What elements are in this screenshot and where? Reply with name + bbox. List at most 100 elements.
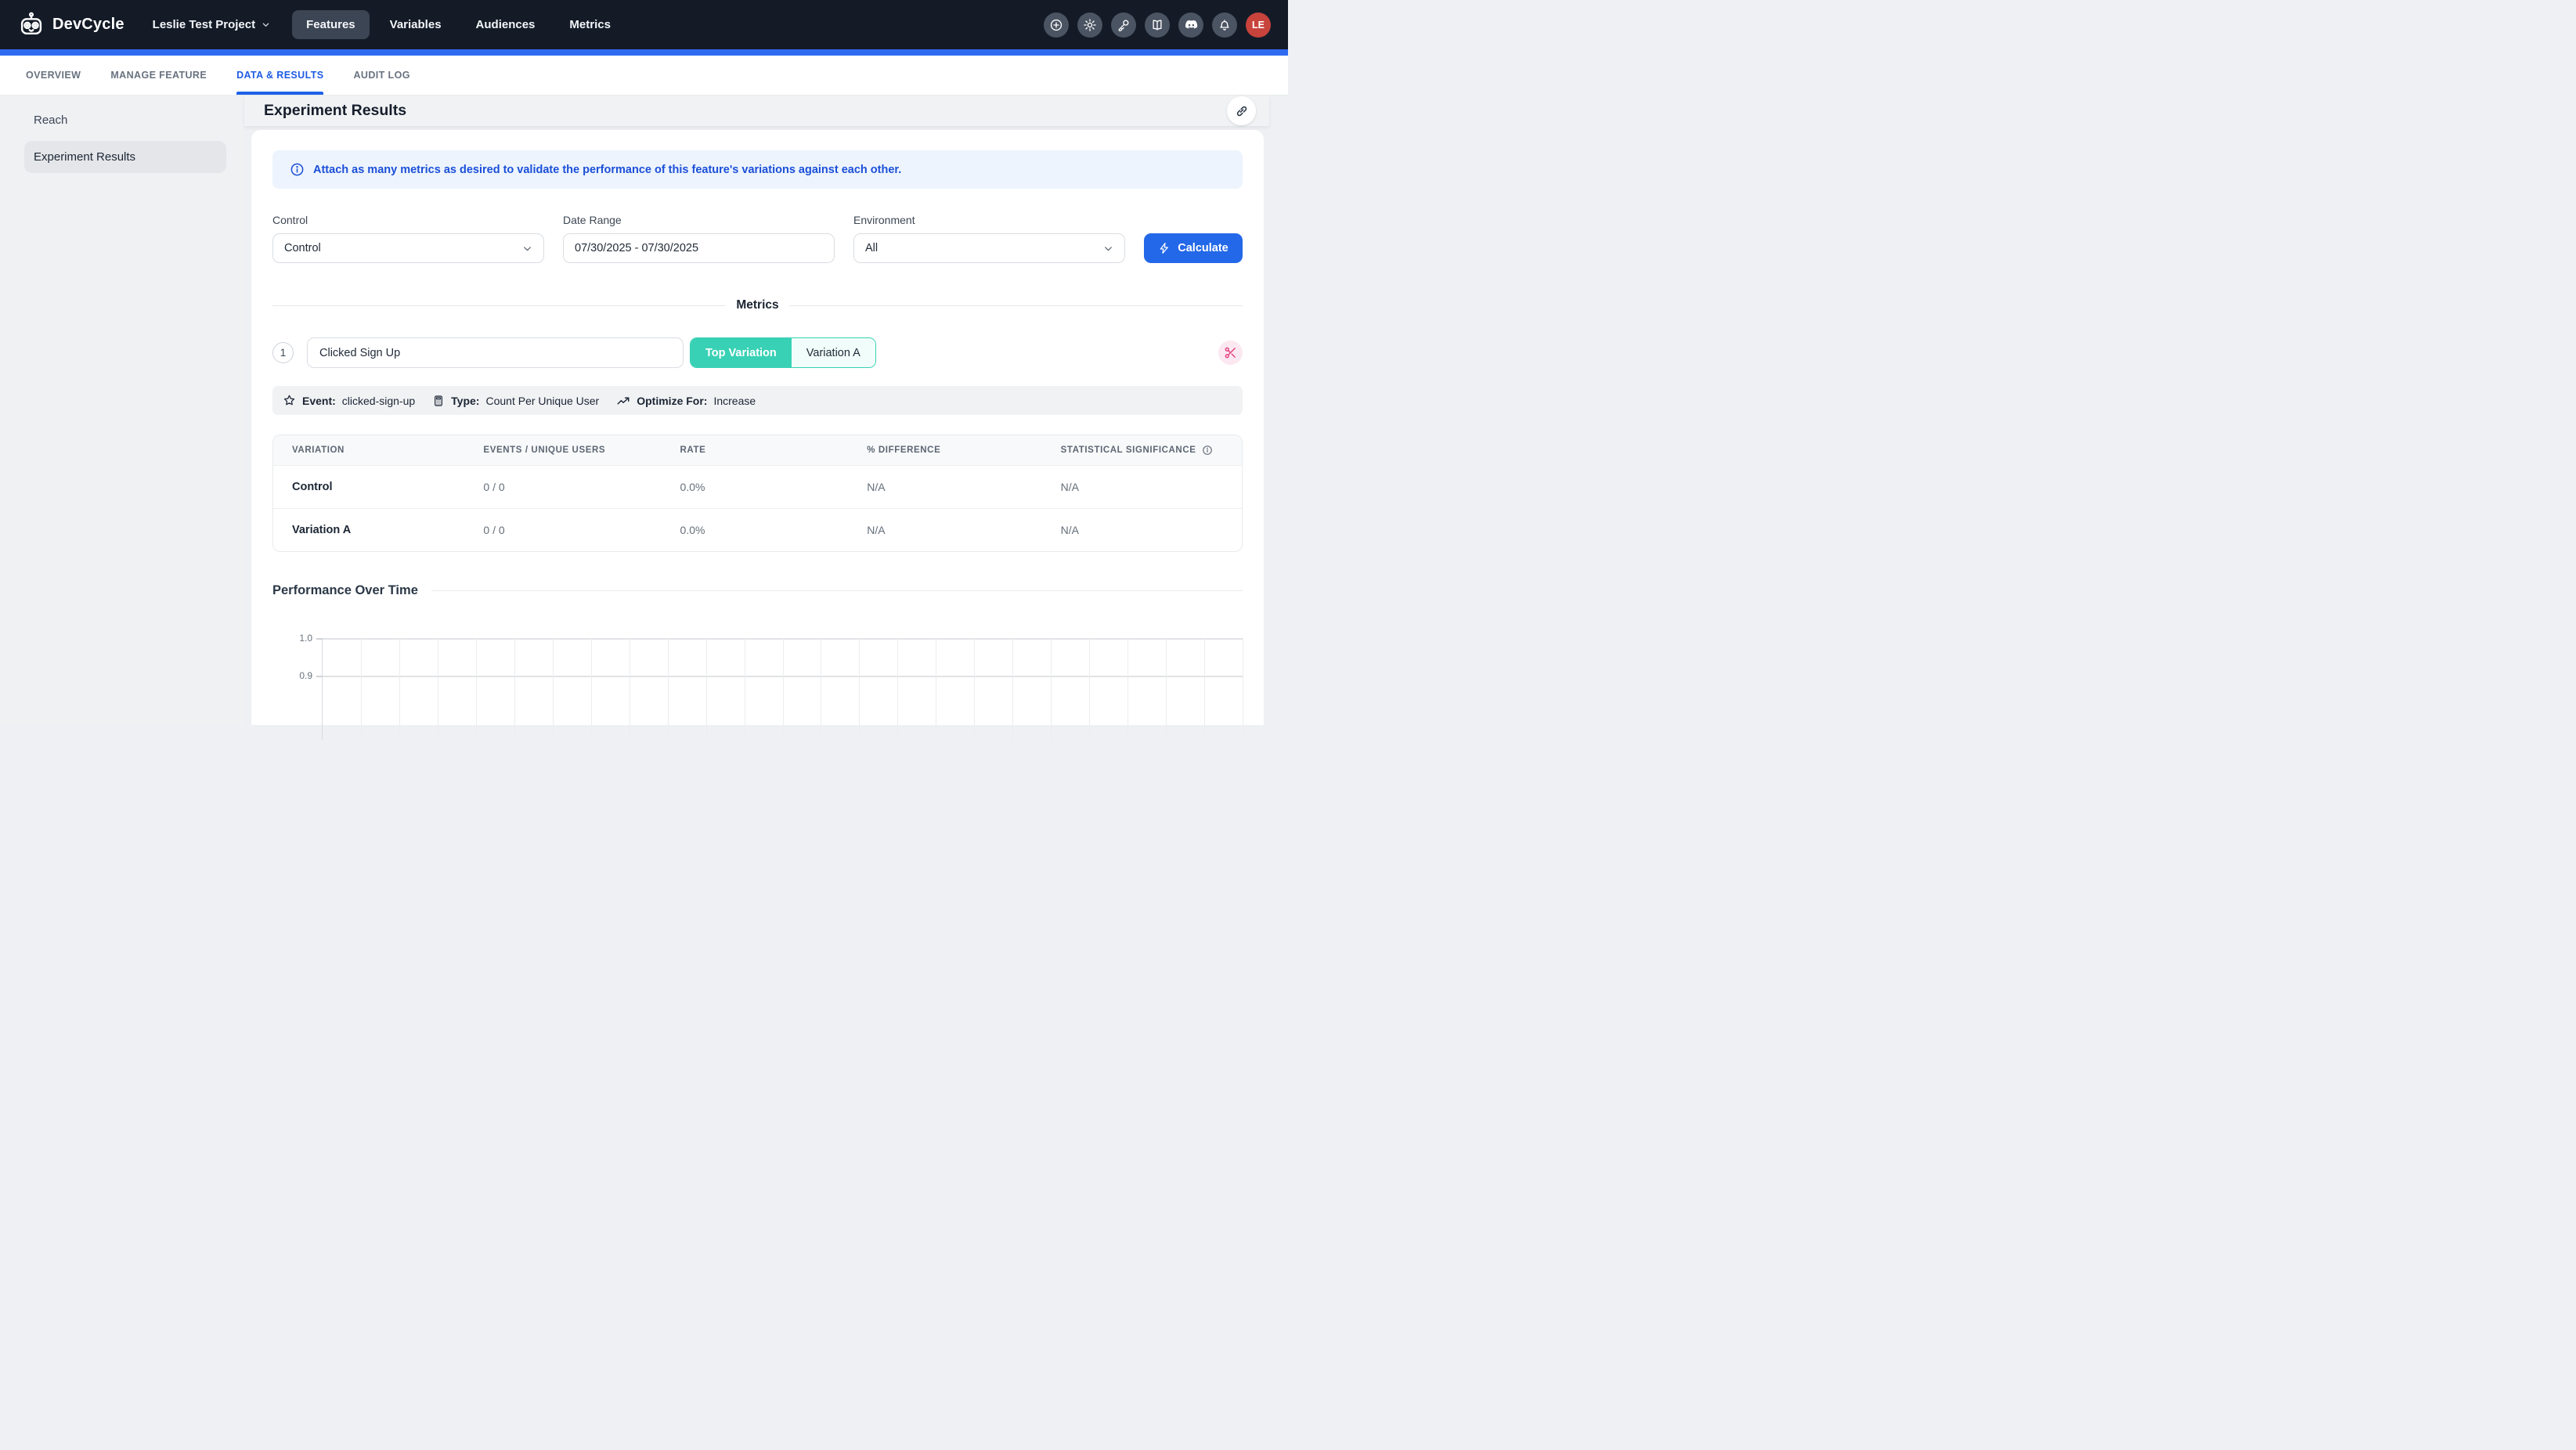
gridline-vertical [590, 638, 592, 740]
results-card: Attach as many metrics as desired to val… [251, 130, 1264, 740]
sidebar-item-experiment-results[interactable]: Experiment Results [24, 141, 226, 173]
control-select-value: Control [284, 242, 321, 254]
copy-link-button[interactable] [1227, 96, 1256, 125]
results-table: VARIATION EVENTS / UNIQUE USERS RATE % DIFF… [272, 435, 1243, 552]
control-select[interactable]: Control [272, 233, 544, 263]
gridline-vertical [514, 638, 515, 740]
date-range-input[interactable]: 07/30/2025 - 07/30/2025 [563, 233, 835, 263]
key-button[interactable] [1111, 12, 1136, 38]
link-icon [1235, 104, 1249, 118]
feature-tabbar: OVERVIEW MANAGE FEATURE DATA & RESULTS AUDI… [0, 56, 1288, 96]
key-icon [1117, 18, 1131, 32]
star-icon [283, 394, 296, 407]
control-label: Control [272, 214, 308, 226]
notifications-icon [1218, 18, 1232, 32]
section-divider-line [431, 590, 1243, 592]
docs-button[interactable] [1145, 12, 1170, 38]
sidebar-item-reach[interactable]: Reach [34, 113, 68, 127]
column-header: EVENTS / UNIQUE USERS [483, 445, 606, 455]
page-title: Experiment Results [264, 102, 407, 119]
gridline-vertical [360, 638, 362, 740]
value-cell: N/A [1060, 481, 1079, 493]
settings-icon [1083, 18, 1097, 32]
chart-plot-area [316, 638, 1243, 740]
navbar-actions: LE [1044, 12, 1271, 38]
remove-metric-button[interactable] [1218, 341, 1243, 365]
variation-cell: Control [292, 481, 333, 493]
y-tick-mark [316, 676, 323, 677]
nav-item-metrics[interactable]: Metrics [569, 18, 611, 31]
tab-manage-feature[interactable]: MANAGE FEATURE [110, 70, 207, 81]
performance-section-header: Performance Over Time [272, 583, 1243, 598]
gridline-vertical [1127, 638, 1129, 740]
y-tick-mark [316, 638, 323, 640]
table-row: Variation A 0 / 0 0.0% N/A N/A [273, 508, 1242, 551]
event-value: clicked-sign-up [341, 394, 416, 407]
filters-row: Control Control Date Range 07/30/2025 - … [272, 214, 1243, 263]
project-name: Leslie Test Project [152, 18, 256, 31]
chart-y-axis-labels: 1.0 0.9 [272, 633, 322, 740]
variation-cell: Variation A [292, 524, 352, 536]
gridline-vertical [859, 638, 860, 740]
toggle-top-variation[interactable]: Top Variation [691, 338, 792, 367]
notifications-button[interactable] [1212, 12, 1237, 38]
nav-item-features[interactable]: Features [292, 10, 370, 39]
gridline-vertical [705, 638, 707, 740]
date-range-label: Date Range [563, 214, 622, 226]
toggle-variation-a[interactable]: Variation A [791, 338, 875, 367]
add-button[interactable] [1044, 12, 1069, 38]
gridline-vertical [667, 638, 669, 740]
gridline-vertical [475, 638, 477, 740]
value-cell: 0.0% [680, 481, 705, 493]
environment-label: Environment [853, 214, 915, 226]
add-icon [1049, 18, 1063, 32]
gridline-vertical [1166, 638, 1167, 740]
banner-text: Attach as many metrics as desired to val… [313, 163, 902, 176]
environment-select[interactable]: All [853, 233, 1125, 263]
devcycle-logo[interactable]: DevCycle [17, 12, 124, 38]
column-header: RATE [680, 445, 706, 455]
accent-bar [0, 49, 1288, 56]
gridline-vertical [1089, 638, 1091, 740]
metrics-divider: Metrics [272, 298, 1243, 312]
info-icon [290, 162, 305, 177]
date-range-value: 07/30/2025 - 07/30/2025 [575, 242, 699, 254]
user-avatar[interactable]: LE [1246, 12, 1271, 38]
calculator-icon [432, 395, 445, 407]
calculate-button[interactable]: Calculate [1144, 233, 1243, 263]
discord-icon [1184, 17, 1199, 32]
column-header: % DIFFERENCE [867, 445, 941, 455]
page-header: Experiment Results [244, 96, 1269, 126]
event-label: Event: [302, 394, 336, 407]
info-icon[interactable] [1202, 445, 1213, 456]
performance-chart: 1.0 0.9 [272, 633, 1243, 740]
discord-button[interactable] [1178, 12, 1203, 38]
nav-item-audiences[interactable]: Audiences [475, 18, 536, 31]
trending-up-icon [616, 394, 630, 408]
metric-name-input[interactable] [307, 337, 684, 368]
optimize-label: Optimize For: [637, 394, 708, 407]
type-label: Type: [451, 394, 480, 407]
gridline-vertical [1012, 638, 1014, 740]
nav-item-variables[interactable]: Variables [389, 18, 442, 31]
gridline-vertical [1051, 638, 1052, 740]
chevron-down-icon [262, 20, 270, 29]
metric-summary-bar: Event: clicked-sign-up [272, 386, 1243, 415]
gridline-vertical [552, 638, 554, 740]
environment-select-value: All [865, 242, 879, 254]
metrics-divider-label: Metrics [736, 298, 779, 312]
project-selector[interactable]: Leslie Test Project [153, 18, 270, 31]
brand-name: DevCycle [52, 16, 124, 33]
column-header: STATISTICAL SIGNIFICANCE [1061, 445, 1242, 456]
info-banner: Attach as many metrics as desired to val… [272, 150, 1243, 189]
lightning-bolt-icon [1158, 242, 1171, 254]
y-tick-label: 1.0 [299, 633, 312, 644]
tab-audit-log[interactable]: AUDIT LOG [353, 70, 410, 81]
value-cell: 0.0% [680, 524, 705, 536]
tab-overview[interactable]: OVERVIEW [26, 70, 81, 81]
tab-data-results[interactable]: DATA & RESULTS [236, 56, 324, 95]
calculate-label: Calculate [1178, 242, 1228, 254]
settings-button[interactable] [1077, 12, 1102, 38]
results-sidebar: Reach Experiment Results [0, 96, 244, 725]
